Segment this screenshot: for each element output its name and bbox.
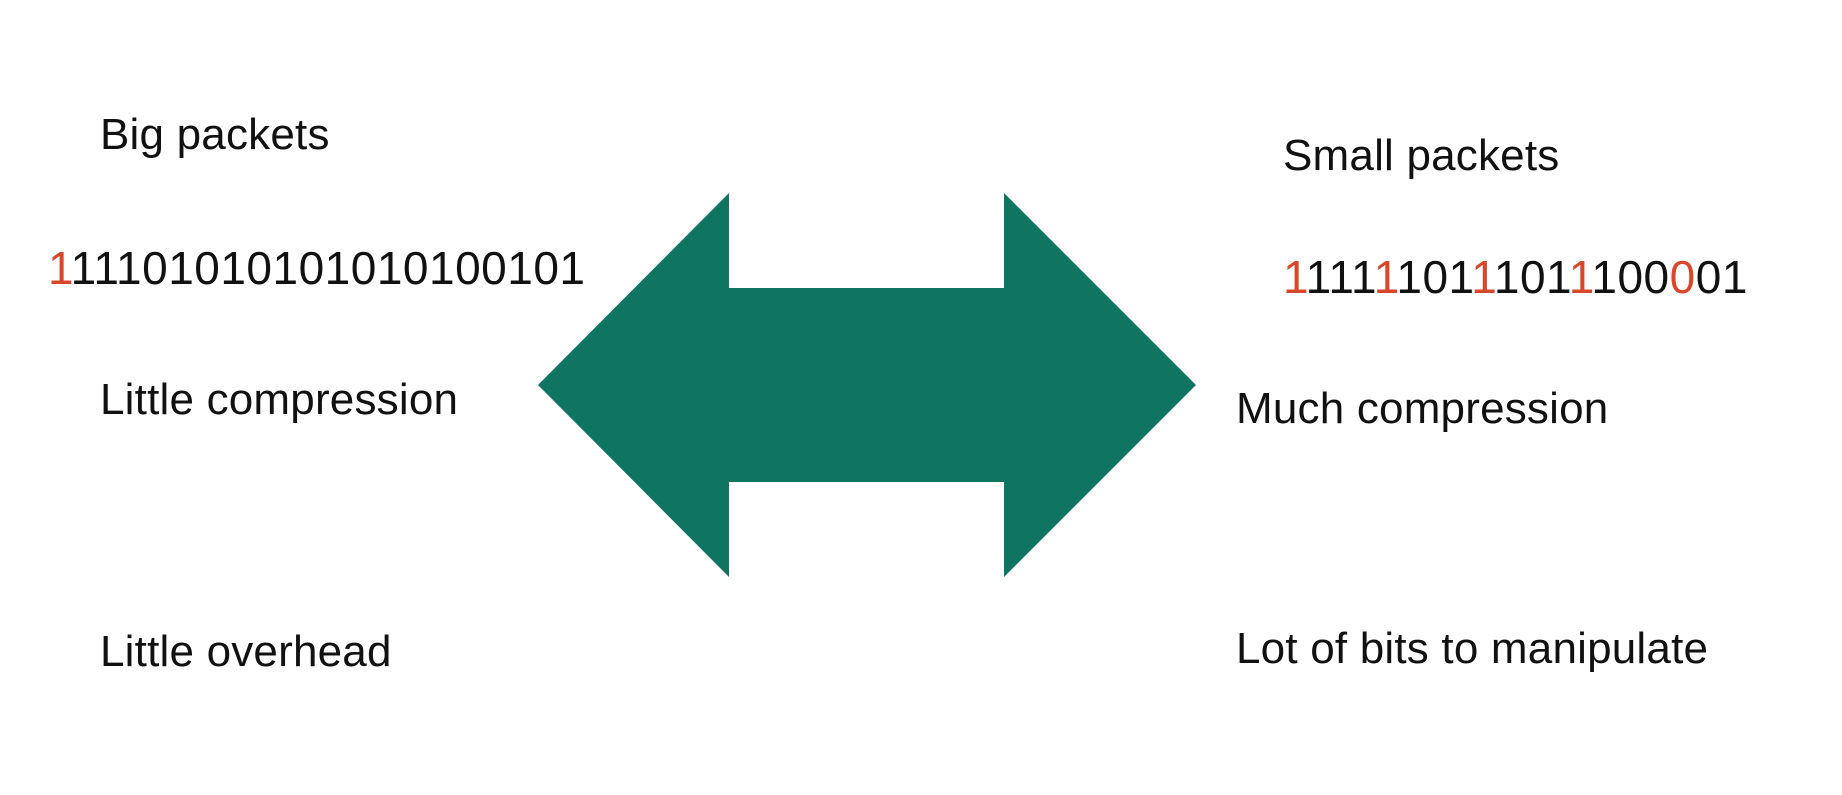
right-compression-label: Much compression — [1236, 384, 1609, 433]
right-bit-segment: 1 — [1568, 251, 1592, 303]
arrow-shape — [538, 193, 1196, 577]
right-bit-segment: 100 — [1591, 251, 1670, 303]
right-bit-segment: 101 — [1396, 251, 1472, 303]
right-manipulation-label: Lot of bits to manipulate — [1236, 624, 1709, 673]
left-bit-segment: 11101010101010100101 — [72, 242, 586, 294]
right-bit-segment: 1 — [1283, 251, 1306, 303]
left-title: Big packets — [100, 110, 330, 159]
left-bit-segment: 1 — [48, 242, 73, 294]
right-bit-segment: 111 — [1305, 251, 1374, 303]
right-bit-string: 1111110111011100001 — [1283, 254, 1748, 300]
left-overhead-label: Little overhead — [100, 627, 392, 676]
right-bit-segment: 1 — [1471, 251, 1494, 303]
right-bit-segment: 0 — [1669, 251, 1696, 303]
right-bit-segment: 01 — [1695, 251, 1748, 303]
right-bit-segment: 101 — [1493, 251, 1569, 303]
right-bit-segment: 1 — [1373, 251, 1397, 303]
right-title: Small packets — [1283, 131, 1560, 180]
left-bit-string: 111101010101010100101 — [48, 245, 586, 291]
left-compression-label: Little compression — [100, 375, 459, 424]
